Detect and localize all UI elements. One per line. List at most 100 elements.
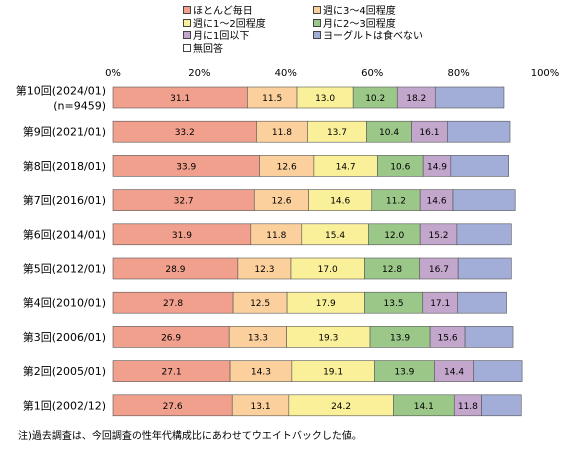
data-label: 13.7 — [327, 128, 347, 138]
data-label: 14.1 — [414, 402, 434, 412]
x-tick-label: 20% — [188, 68, 210, 79]
legend-swatch — [313, 6, 321, 14]
data-label: 33.9 — [176, 162, 196, 172]
legend-swatch — [183, 18, 191, 27]
data-label: 28.9 — [165, 265, 185, 275]
bar-segment — [434, 86, 505, 109]
category-label: 第3回(2006/01) — [23, 330, 106, 344]
legend-label: 週に1～2回程度 — [193, 18, 266, 30]
bar-segment — [457, 291, 507, 314]
data-label: 19.3 — [318, 333, 338, 343]
data-label: 27.1 — [162, 368, 182, 378]
legend-label: ほとんど毎日 — [193, 6, 253, 17]
data-label: 12.6 — [277, 162, 297, 172]
data-label: 32.7 — [174, 197, 194, 207]
data-label: 10.2 — [365, 94, 385, 104]
legend-item: ヨーグルトは食べない — [313, 31, 423, 44]
data-label: 11.5 — [262, 94, 282, 104]
data-label: 33.2 — [175, 128, 195, 138]
data-label: 26.9 — [161, 333, 181, 343]
data-label: 13.5 — [384, 299, 404, 309]
category-label: 第5回(2012/01) — [23, 262, 106, 276]
data-label: 27.6 — [163, 402, 183, 412]
data-label: 10.4 — [379, 128, 399, 138]
bar-segment — [481, 394, 522, 417]
legend-item: 週に1～2回程度 — [183, 18, 266, 32]
legend-label: 月に1回以下 — [193, 31, 250, 42]
data-label: 15.2 — [428, 231, 448, 241]
data-label: 18.2 — [406, 94, 426, 104]
category-label: 第4回(2010/01) — [23, 296, 106, 310]
data-label: 13.0 — [315, 94, 335, 104]
data-label: 14.7 — [336, 162, 356, 172]
data-label: 12.5 — [250, 299, 270, 309]
data-label: 31.1 — [170, 94, 190, 104]
x-tick-label: 0% — [105, 68, 121, 79]
category-label: 第8回(2018/01) — [23, 159, 106, 173]
bar-segment — [456, 223, 512, 246]
legend-label: 週に3～4回程度 — [323, 6, 396, 17]
legend-swatch — [183, 43, 191, 52]
category-label: 第7回(2016/01) — [23, 193, 106, 207]
legend-item: ほとんど毎日 — [183, 6, 253, 19]
data-label: 14.3 — [251, 368, 271, 378]
data-label: 24.2 — [331, 402, 351, 412]
legend-item: 無回答 — [183, 43, 223, 57]
data-label: 14.4 — [444, 368, 464, 378]
data-label: 11.8 — [266, 231, 286, 241]
data-label: 31.9 — [172, 231, 192, 241]
bar-segment — [450, 155, 510, 177]
bar-segment — [452, 189, 516, 211]
category-label: 第10回(2024/01) — [16, 84, 106, 98]
legend-item: 月に2～3回程度 — [313, 18, 396, 32]
data-label: 13.3 — [248, 333, 268, 343]
category-label: 第6回(2014/01) — [23, 227, 106, 241]
data-label: 12.6 — [271, 197, 291, 207]
x-tick-label: 40% — [275, 68, 297, 79]
data-label: 14.6 — [330, 197, 350, 207]
legend-label: 無回答 — [193, 43, 223, 55]
data-label: 17.0 — [318, 265, 338, 275]
data-label: 12.0 — [384, 231, 404, 241]
bar-segment — [447, 120, 511, 143]
category-label: 第2回(2005/01) — [23, 364, 106, 378]
bar-segment — [457, 257, 512, 280]
chart-footnote: 注)過去調査は、今回調査の性年代構成比にあわせてウエイトバックした値。 — [18, 431, 362, 442]
legend-swatch — [183, 6, 191, 14]
legend-item: 週に3～4回程度 — [313, 6, 396, 19]
data-label: 10.6 — [390, 162, 410, 172]
x-tick-label: 80% — [447, 68, 469, 79]
data-label: 15.6 — [438, 333, 458, 343]
data-label: 13.1 — [251, 402, 271, 412]
x-tick-label: 100% — [531, 68, 560, 79]
data-label: 16.1 — [419, 128, 439, 138]
data-label: 12.8 — [382, 265, 402, 275]
legend-swatch — [313, 31, 321, 39]
legend-swatch — [183, 31, 191, 39]
category-label: 第9回(2021/01) — [23, 125, 106, 139]
data-label: 11.8 — [272, 128, 292, 138]
category-note: (n=9459) — [53, 100, 106, 113]
data-label: 14.6 — [427, 197, 447, 207]
bar-segment — [473, 360, 523, 382]
data-label: 19.1 — [323, 368, 343, 378]
data-label: 14.9 — [427, 162, 447, 172]
data-label: 13.9 — [394, 368, 414, 378]
bar-segment — [464, 326, 514, 348]
legend-label: ヨーグルトは食べない — [323, 31, 423, 42]
data-label: 15.4 — [325, 231, 345, 241]
data-label: 16.7 — [429, 265, 449, 275]
legend-item: 月に1回以下 — [183, 31, 249, 44]
data-label: 17.9 — [316, 299, 336, 309]
data-label: 17.1 — [430, 299, 450, 309]
data-label: 27.8 — [163, 299, 183, 309]
data-label: 12.3 — [254, 265, 274, 275]
category-label: 第1回(2002/12) — [23, 398, 106, 412]
data-label: 11.8 — [458, 402, 478, 412]
x-tick-label: 60% — [361, 68, 383, 79]
data-label: 13.9 — [390, 333, 410, 343]
legend-label: 月に2～3回程度 — [323, 18, 396, 30]
data-label: 11.2 — [386, 197, 406, 207]
legend-swatch — [313, 18, 321, 27]
